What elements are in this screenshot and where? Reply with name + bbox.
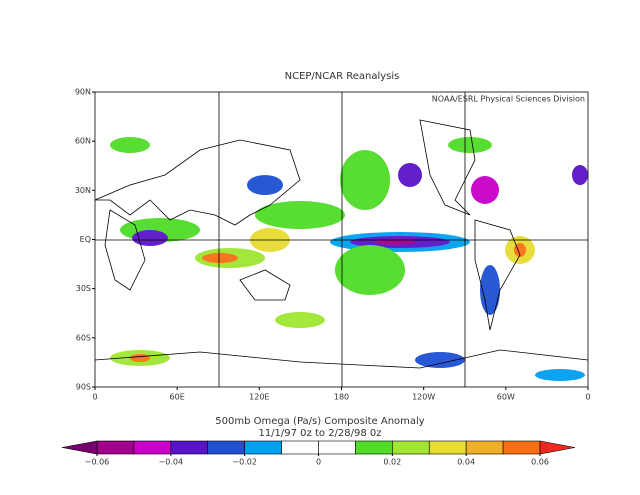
colorbar-segment bbox=[355, 440, 393, 455]
y-tick-label: 60N bbox=[75, 137, 91, 146]
x-tick-label: 0 bbox=[92, 393, 97, 402]
coastlines bbox=[94, 119, 589, 369]
colorbar-segment bbox=[392, 440, 430, 455]
colorbar-tick-label: −0.02 bbox=[232, 458, 257, 467]
y-tick-label: EQ bbox=[80, 235, 91, 244]
colorbar-tick-label: −0.06 bbox=[85, 458, 110, 467]
credit: NOAA/ESRL Physical Sciences Division bbox=[432, 95, 585, 104]
colorbar-segment bbox=[428, 440, 467, 455]
colorbar-tick-label: 0 bbox=[316, 458, 321, 467]
x-tick-label: 60W bbox=[497, 393, 515, 402]
map-field bbox=[110, 137, 588, 381]
colorbar-segment bbox=[133, 440, 172, 455]
x-tick-label: 120E bbox=[249, 393, 269, 402]
colorbar-tick-label: 0.06 bbox=[531, 458, 549, 467]
reference-lines bbox=[95, 92, 588, 387]
colorbar-segment bbox=[502, 440, 541, 455]
colorbar-segment bbox=[281, 440, 319, 455]
colorbar-segment bbox=[465, 440, 504, 455]
colorbar-segment bbox=[170, 440, 209, 455]
colorbar-segment bbox=[207, 440, 245, 455]
colorbar-tick-label: 0.04 bbox=[457, 458, 475, 467]
subtitle: 500mb Omega (Pa/s) Composite Anomaly bbox=[215, 416, 425, 427]
colorbar-tick-label: −0.04 bbox=[159, 458, 184, 467]
colorbar-segment bbox=[96, 440, 135, 455]
title: NCEP/NCAR Reanalysis bbox=[285, 71, 400, 82]
colorbar-segment bbox=[244, 440, 282, 455]
colorbar-segment bbox=[318, 440, 356, 455]
colorbar-tick-label: 0.02 bbox=[383, 458, 401, 467]
colorbar-under bbox=[61, 440, 98, 455]
x-tick-label: 180 bbox=[334, 393, 349, 402]
y-tick-label: 30N bbox=[75, 186, 91, 195]
period: 11/1/97 0z to 2/28/98 0z bbox=[258, 428, 381, 439]
y-tick-label: 90N bbox=[75, 88, 91, 97]
colorbar-over bbox=[539, 440, 576, 455]
y-tick-label: 90S bbox=[76, 383, 91, 392]
x-tick-label: 120W bbox=[412, 393, 435, 402]
y-tick-label: 30S bbox=[76, 284, 91, 293]
x-tick-label: 0 bbox=[585, 393, 590, 402]
y-tick-label: 60S bbox=[76, 333, 91, 342]
x-tick-label: 60E bbox=[170, 393, 185, 402]
